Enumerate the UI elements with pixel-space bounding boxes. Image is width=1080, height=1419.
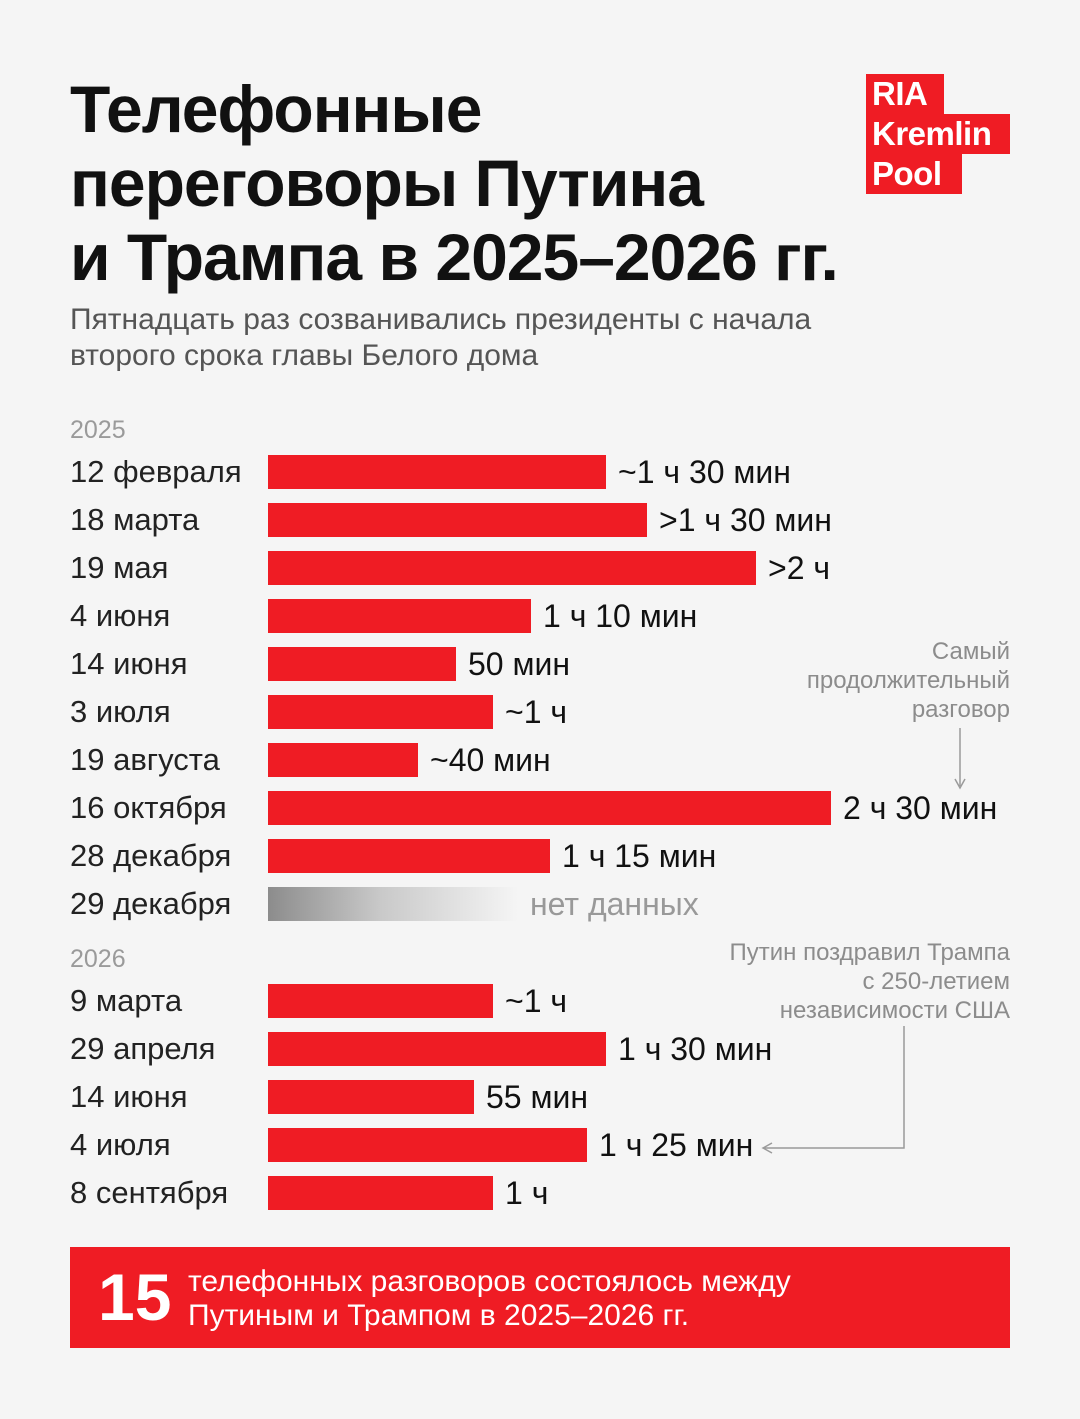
logo-line-1: RIA bbox=[866, 74, 944, 114]
chart-row: 29 декабря нет данных bbox=[0, 884, 1080, 924]
date-label: 18 марта bbox=[70, 502, 200, 537]
annotation-1-line-1: Самый bbox=[931, 638, 1010, 665]
bar bbox=[268, 503, 647, 537]
bar bbox=[268, 743, 418, 777]
bar bbox=[268, 984, 493, 1018]
chart-row: 16 октября 2 ч 30 мин bbox=[0, 788, 1080, 828]
chart-row: 3 июля ~1 ч bbox=[0, 692, 1080, 732]
chart-row: 18 марта >1 ч 30 мин bbox=[0, 500, 1080, 540]
bar bbox=[268, 791, 831, 825]
chart-row: 28 декабря 1 ч 15 мин bbox=[0, 836, 1080, 876]
date-label: 16 октября bbox=[70, 790, 227, 825]
date-label: 14 июня bbox=[70, 646, 188, 681]
summary-banner: 15 телефонных разговоров состоялось межд… bbox=[70, 1247, 1010, 1348]
arrow-head-2 bbox=[761, 1142, 773, 1154]
bar bbox=[268, 647, 456, 681]
bar bbox=[268, 455, 606, 489]
date-label: 19 августа bbox=[70, 742, 220, 777]
date-label: 9 марта bbox=[70, 983, 183, 1018]
chart-row: 8 сентября 1 ч bbox=[0, 1173, 1080, 1213]
date-label: 14 июня bbox=[70, 1079, 188, 1114]
arrow-to-july-4 bbox=[764, 1026, 905, 1149]
bar bbox=[268, 1128, 587, 1162]
year-label-2026: 2026 bbox=[70, 945, 126, 973]
bar bbox=[268, 599, 531, 633]
annotation-2-line-1: Путин поздравил Трампа bbox=[729, 939, 1011, 966]
date-label: 4 июля bbox=[70, 1127, 171, 1162]
annotation-independence-greeting: Путин поздравил Трампа с 250-летием неза… bbox=[730, 938, 1011, 1025]
duration-label: ~1 ч bbox=[505, 694, 568, 730]
date-label: 4 июня bbox=[70, 598, 171, 633]
date-label: 12 февраля bbox=[70, 454, 242, 489]
bar bbox=[268, 1080, 474, 1114]
title-line-3: и Трампа в 2025–2026 гг. bbox=[70, 220, 839, 294]
bar-no-data bbox=[268, 887, 518, 921]
duration-label: ~40 мин bbox=[430, 742, 551, 778]
bar bbox=[268, 839, 550, 873]
chart-row: 14 июня 50 мин bbox=[0, 644, 1080, 684]
summary-line-1: телефонных разговоров состоялось между bbox=[188, 1265, 791, 1298]
duration-label: 50 мин bbox=[468, 646, 571, 682]
subtitle-line-2: второго срока главы Белого дома bbox=[70, 339, 539, 372]
date-label: 19 мая bbox=[70, 550, 169, 585]
duration-label: >2 ч bbox=[768, 550, 831, 586]
no-data-label: нет данных bbox=[530, 886, 699, 922]
annotation-1-line-3: разговор bbox=[911, 696, 1010, 723]
duration-label: >1 ч 30 мин bbox=[659, 502, 832, 538]
duration-label: 1 ч 10 мин bbox=[543, 598, 698, 634]
duration-label: 55 мин bbox=[486, 1079, 589, 1115]
chart-title: Телефонные переговоры Путина и Трампа в … bbox=[70, 72, 870, 294]
year-label-2025: 2025 bbox=[70, 416, 126, 444]
bar bbox=[268, 1032, 606, 1066]
ria-kremlin-pool-logo: RIA Kremlin Pool bbox=[866, 74, 1010, 200]
summary-number: 15 bbox=[98, 1260, 172, 1334]
bar bbox=[268, 551, 756, 585]
annotation-1-line-2: продолжительный bbox=[806, 667, 1010, 694]
date-label: 29 декабря bbox=[70, 886, 232, 921]
summary-text: телефонных разговоров состоялось между П… bbox=[188, 1265, 791, 1333]
duration-label: 1 ч bbox=[505, 1175, 549, 1211]
chart-subtitle: Пятнадцать раз созванивались президенты … bbox=[70, 302, 970, 374]
duration-label: 2 ч 30 мин bbox=[843, 790, 998, 826]
annotation-2-line-3: независимости США bbox=[779, 997, 1010, 1024]
bar bbox=[268, 695, 493, 729]
date-label: 8 сентября bbox=[70, 1175, 229, 1210]
date-label: 29 апреля bbox=[70, 1031, 216, 1066]
date-label: 28 декабря bbox=[70, 838, 232, 873]
chart-row: 9 марта ~1 ч bbox=[0, 981, 1080, 1021]
chart-row: 4 июня 1 ч 10 мин bbox=[0, 596, 1080, 636]
title-line-1: Телефонные bbox=[70, 72, 483, 146]
summary-line-2: Путиным и Трампом в 2025–2026 гг. bbox=[188, 1299, 690, 1332]
bar bbox=[268, 1176, 493, 1210]
chart-row: 12 февраля ~1 ч 30 мин bbox=[0, 452, 1080, 492]
duration-label: 1 ч 25 мин bbox=[599, 1127, 754, 1163]
date-label: 3 июля bbox=[70, 694, 171, 729]
title-line-2: переговоры Путина bbox=[70, 146, 704, 220]
duration-label: 1 ч 15 мин bbox=[562, 838, 717, 874]
chart-row: 19 мая >2 ч bbox=[0, 548, 1080, 588]
chart-row: 4 июля 1 ч 25 мин bbox=[0, 1125, 1080, 1165]
arrow-head-1 bbox=[954, 778, 966, 790]
annotation-2-line-2: с 250-летием bbox=[862, 968, 1010, 995]
chart-row: 29 апреля 1 ч 30 мин bbox=[0, 1029, 1080, 1069]
duration-label: ~1 ч bbox=[505, 983, 568, 1019]
chart-row: 19 августа ~40 мин bbox=[0, 740, 1080, 780]
logo-line-3: Pool bbox=[866, 154, 962, 194]
subtitle-line-1: Пятнадцать раз созванивались президенты … bbox=[70, 303, 812, 336]
logo-line-2: Kremlin bbox=[866, 114, 1010, 154]
annotation-longest-call: Самый продолжительный разговор bbox=[807, 637, 1010, 724]
chart-row: 14 июня 55 мин bbox=[0, 1077, 1080, 1117]
duration-label: 1 ч 30 мин bbox=[618, 1031, 773, 1067]
duration-label: ~1 ч 30 мин bbox=[618, 454, 791, 490]
